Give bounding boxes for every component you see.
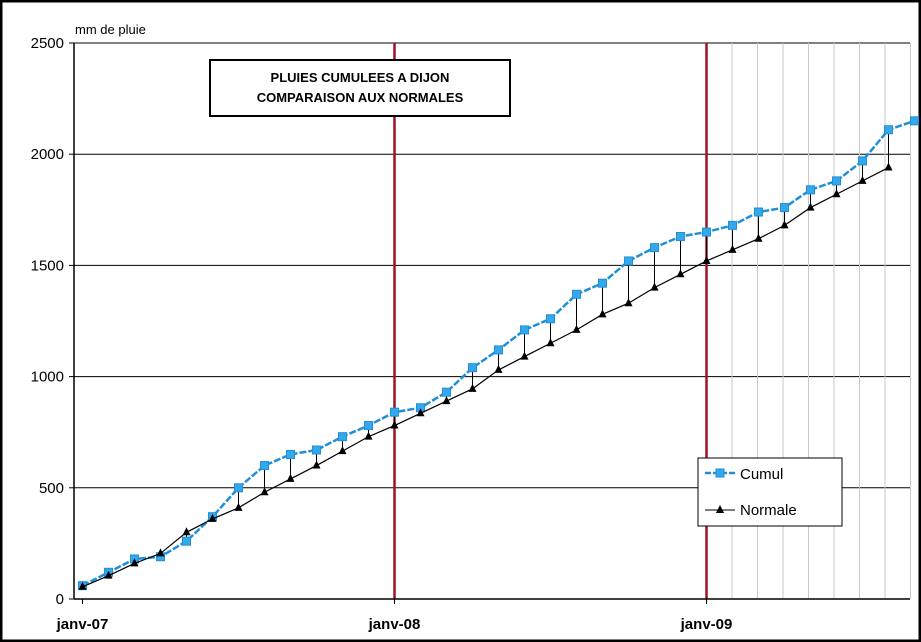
point-cumul-11 xyxy=(364,421,373,431)
point-cumul-15 xyxy=(468,363,477,373)
point-cumul-24 xyxy=(702,227,711,237)
xtick-label-janv-07: janv-07 xyxy=(56,616,109,633)
point-cumul-32 xyxy=(910,116,919,126)
ytick-label-1500: 1500 xyxy=(31,257,64,274)
point-cumul-19 xyxy=(572,289,581,299)
point-normale-2 xyxy=(130,558,139,567)
point-normale-7 xyxy=(260,487,269,496)
ytick-label-2500: 2500 xyxy=(31,35,64,52)
point-normale-6 xyxy=(234,502,243,511)
point-normale-21 xyxy=(624,298,633,307)
point-normale-1 xyxy=(104,570,113,579)
point-normale-12 xyxy=(390,420,399,429)
point-cumul-20 xyxy=(598,278,607,288)
point-normale-14 xyxy=(442,396,451,405)
series-line-normale xyxy=(82,167,889,588)
point-normale-19 xyxy=(572,324,581,333)
point-normale-10 xyxy=(338,446,347,455)
point-normale-25 xyxy=(728,244,737,253)
chart-title-line-1: PLUIES CUMULEES A DIJON xyxy=(271,70,450,85)
point-normale-31 xyxy=(884,162,893,171)
point-normale-27 xyxy=(780,220,789,229)
y-axis-unit-label: mm de pluie xyxy=(75,22,146,37)
point-normale-22 xyxy=(650,282,659,291)
point-normale-24 xyxy=(702,255,711,264)
point-normale-29 xyxy=(832,189,841,198)
point-cumul-27 xyxy=(780,203,789,213)
point-normale-0 xyxy=(78,581,87,590)
point-normale-5 xyxy=(208,513,217,522)
point-cumul-16 xyxy=(494,345,503,355)
point-cumul-25 xyxy=(728,220,737,230)
point-cumul-18 xyxy=(546,314,555,324)
xtick-label-janv-08: janv-08 xyxy=(368,616,421,633)
point-cumul-10 xyxy=(338,432,347,442)
point-normale-11 xyxy=(364,431,373,440)
point-normale-15 xyxy=(468,383,477,392)
point-cumul-23 xyxy=(676,231,685,241)
point-cumul-8 xyxy=(286,449,295,459)
point-normale-8 xyxy=(286,473,295,482)
legend: Cumul Normale xyxy=(697,457,843,527)
point-cumul-4 xyxy=(182,536,191,546)
legend-normale-marker xyxy=(716,505,724,513)
point-cumul-14 xyxy=(442,387,451,397)
point-cumul-7 xyxy=(260,461,269,471)
point-cumul-22 xyxy=(650,243,659,253)
point-cumul-21 xyxy=(624,256,633,266)
legend-cumul-label: Cumul xyxy=(740,466,783,483)
point-normale-30 xyxy=(858,175,867,184)
chart-title-line-2: COMPARAISON AUX NORMALES xyxy=(257,90,464,105)
legend-cumul-marker xyxy=(715,468,725,478)
legend-normale-label: Normale xyxy=(740,502,797,519)
ytick-label-2000: 2000 xyxy=(31,146,64,163)
point-normale-18 xyxy=(546,338,555,347)
point-cumul-29 xyxy=(832,176,841,186)
point-normale-16 xyxy=(494,364,503,373)
title-box xyxy=(209,59,511,117)
point-cumul-31 xyxy=(884,125,893,135)
point-cumul-17 xyxy=(520,325,529,335)
xtick-label-janv-09: janv-09 xyxy=(680,616,733,633)
point-normale-23 xyxy=(676,269,685,278)
x-ticks: janv-07 janv-08 janv-09 xyxy=(56,599,733,633)
point-normale-28 xyxy=(806,202,815,211)
y-ticks: 0 500 1000 1500 2000 2500 xyxy=(31,35,74,608)
ytick-label-1000: 1000 xyxy=(31,369,64,386)
point-cumul-26 xyxy=(754,207,763,217)
point-cumul-28 xyxy=(806,185,815,195)
point-normale-13 xyxy=(416,408,425,417)
point-cumul-6 xyxy=(234,483,243,493)
point-normale-17 xyxy=(520,351,529,360)
point-normale-9 xyxy=(312,460,321,469)
point-cumul-9 xyxy=(312,445,321,455)
point-normale-4 xyxy=(182,527,191,536)
point-normale-3 xyxy=(156,548,165,557)
point-cumul-12 xyxy=(390,407,399,417)
point-normale-26 xyxy=(754,233,763,242)
point-cumul-30 xyxy=(858,156,867,166)
point-normale-20 xyxy=(598,309,607,318)
series xyxy=(78,116,919,591)
ytick-label-500: 500 xyxy=(39,480,64,497)
ytick-label-0: 0 xyxy=(56,591,64,608)
